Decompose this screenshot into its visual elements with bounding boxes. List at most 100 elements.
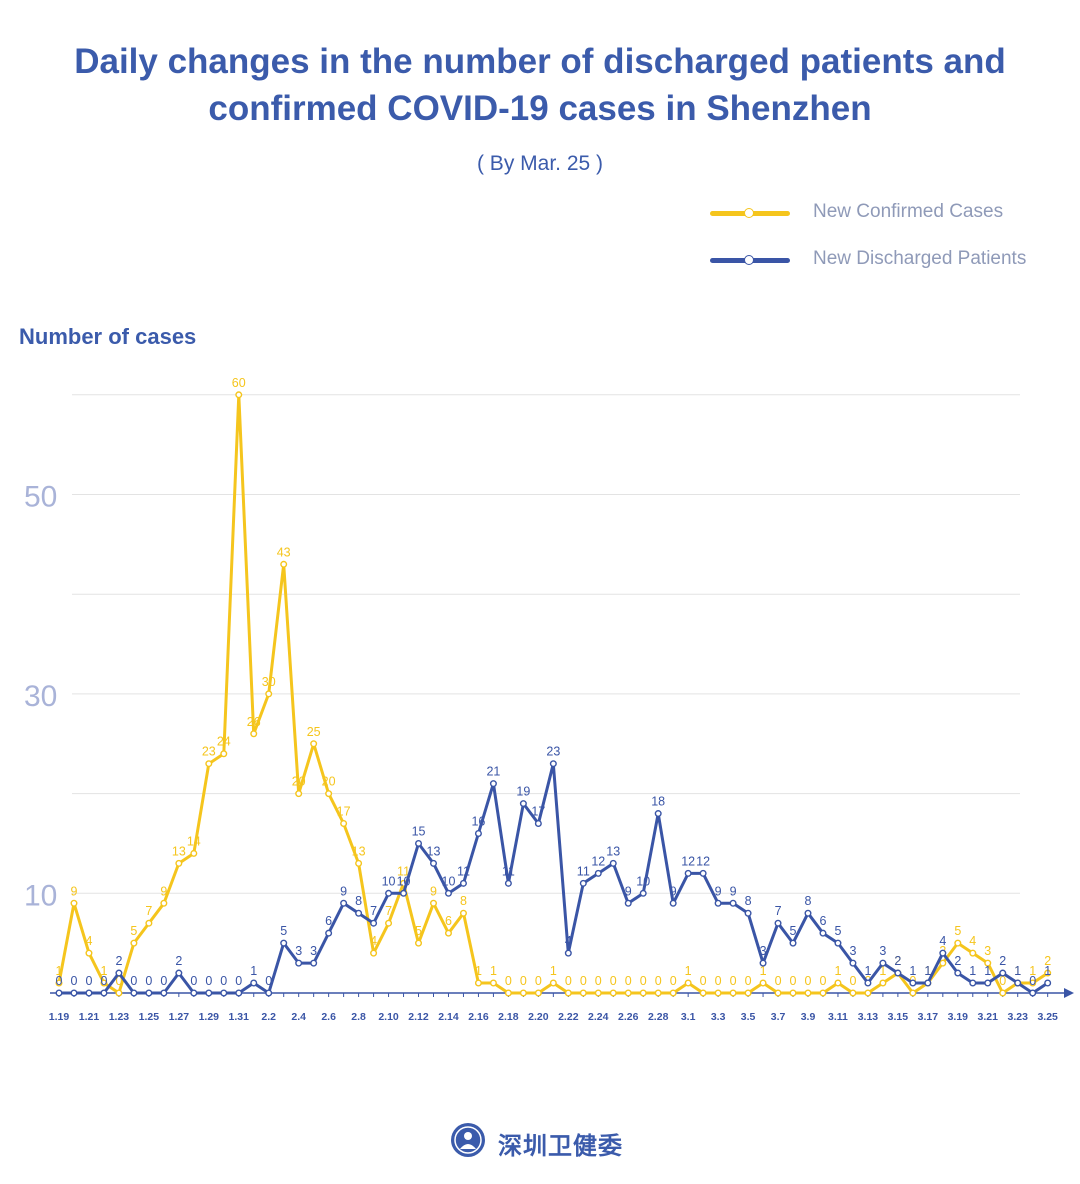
data-label-discharged: 0 [1029, 974, 1036, 988]
data-point-discharged [280, 939, 288, 947]
x-tick-label: 3.9 [801, 1011, 816, 1023]
data-label-confirmed: 0 [595, 974, 602, 988]
data-label-confirmed: 2 [1044, 954, 1051, 968]
x-tick-label: 3.19 [948, 1011, 969, 1023]
x-tick-label: 2.10 [378, 1011, 399, 1023]
x-tick-label: 2.2 [261, 1011, 276, 1023]
x-tick-label: 1.21 [79, 1011, 100, 1023]
data-label-discharged: 1 [864, 964, 871, 978]
data-point-discharged [954, 969, 962, 977]
x-tick-label: 1.31 [229, 1011, 250, 1023]
data-point-confirmed [220, 750, 228, 758]
data-point-discharged [340, 899, 348, 907]
data-label-discharged: 23 [546, 745, 560, 759]
data-label-discharged: 12 [681, 854, 695, 868]
legend-marker-confirmed [744, 208, 754, 218]
data-label-confirmed: 4 [969, 934, 976, 948]
data-label-confirmed: 0 [715, 974, 722, 988]
legend-label-confirmed: New Confirmed Cases [813, 201, 1004, 222]
data-label-confirmed: 5 [954, 924, 961, 938]
data-point-discharged [534, 820, 542, 828]
data-label-confirmed: 0 [730, 974, 737, 988]
data-point-discharged [160, 989, 168, 997]
data-label-discharged: 3 [310, 944, 317, 958]
data-label-discharged: 6 [325, 914, 332, 928]
data-label-discharged: 10 [382, 874, 396, 888]
data-point-confirmed [160, 899, 168, 907]
data-point-discharged [759, 959, 767, 967]
data-label-discharged: 0 [205, 974, 212, 988]
data-point-discharged [594, 869, 602, 877]
data-point-discharged [430, 859, 438, 867]
data-point-discharged [190, 989, 198, 997]
data-label-discharged: 3 [849, 944, 856, 958]
x-tick-label: 2.4 [291, 1011, 306, 1023]
data-point-discharged [310, 959, 318, 967]
data-label-confirmed: 0 [790, 974, 797, 988]
data-label-confirmed: 1 [550, 964, 557, 978]
data-point-discharged [130, 989, 138, 997]
y-tick-label: 50 [24, 481, 57, 514]
data-label-confirmed: 13 [352, 844, 366, 858]
data-point-confirmed [834, 979, 842, 987]
data-label-discharged: 3 [760, 944, 767, 958]
data-point-discharged [504, 879, 512, 887]
data-point-confirmed [804, 989, 812, 997]
data-label-discharged: 4 [939, 934, 946, 948]
data-point-confirmed [504, 989, 512, 997]
data-point-confirmed [699, 989, 707, 997]
data-point-confirmed [939, 959, 947, 967]
data-label-discharged: 21 [486, 765, 500, 779]
y-tick-label: 10 [24, 879, 57, 912]
x-tick-label: 2.20 [528, 1011, 549, 1023]
data-label-discharged: 2 [894, 954, 901, 968]
data-label-confirmed: 43 [277, 545, 291, 559]
data-label-discharged: 11 [577, 864, 590, 878]
data-point-confirmed [744, 989, 752, 997]
data-point-confirmed [415, 939, 423, 947]
data-point-confirmed [999, 989, 1007, 997]
data-point-confirmed [444, 929, 452, 937]
data-label-discharged: 12 [591, 854, 605, 868]
data-point-confirmed [370, 949, 378, 957]
data-point-discharged [385, 889, 393, 897]
data-point-discharged [115, 969, 123, 977]
data-point-confirmed [340, 820, 348, 828]
data-point-confirmed [190, 849, 198, 857]
data-label-confirmed: 0 [670, 974, 677, 988]
data-point-discharged [714, 899, 722, 907]
chart-title: Daily changes in the number of discharge… [0, 38, 1080, 132]
data-point-confirmed [519, 989, 527, 997]
data-point-confirmed [265, 690, 273, 698]
x-tick-label: 1.23 [109, 1011, 130, 1023]
data-label-confirmed: 11 [397, 864, 410, 878]
data-label-discharged: 13 [427, 844, 441, 858]
data-point-discharged [579, 879, 587, 887]
data-point-discharged [564, 949, 572, 957]
data-point-confirmed [474, 979, 482, 987]
y-axis-label: Number of cases [19, 324, 197, 349]
data-label-discharged: 2 [999, 954, 1006, 968]
data-label-confirmed: 25 [307, 725, 321, 739]
data-point-discharged [549, 760, 557, 768]
data-point-confirmed [969, 949, 977, 957]
data-point-discharged [295, 959, 303, 967]
data-point-discharged [85, 989, 93, 997]
data-point-confirmed [909, 989, 917, 997]
data-label-confirmed: 0 [505, 974, 512, 988]
data-point-confirmed [100, 979, 108, 987]
data-label-confirmed: 0 [820, 974, 827, 988]
data-label-discharged: 12 [696, 854, 710, 868]
data-label-confirmed: 0 [745, 974, 752, 988]
x-tick-label: 2.8 [351, 1011, 366, 1023]
data-label-confirmed: 1 [1029, 964, 1036, 978]
data-label-discharged: 1 [1014, 964, 1021, 978]
data-label-confirmed: 0 [625, 974, 632, 988]
data-label-discharged: 0 [71, 974, 78, 988]
data-point-discharged [444, 889, 452, 897]
data-point-confirmed [385, 919, 393, 927]
data-point-discharged [669, 899, 677, 907]
data-label-confirmed: 0 [520, 974, 527, 988]
